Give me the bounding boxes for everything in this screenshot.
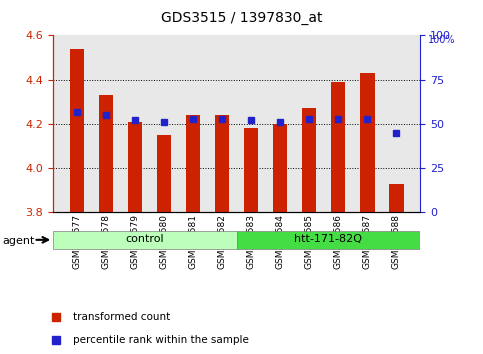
Text: percentile rank within the sample: percentile rank within the sample [73, 335, 249, 346]
Bar [237, 231, 420, 249]
Text: htt-171-82Q: htt-171-82Q [295, 234, 362, 245]
Bar [53, 231, 237, 249]
Bar [331, 82, 345, 212]
Text: 100%: 100% [427, 35, 455, 45]
Text: agent: agent [2, 236, 35, 246]
Bar [360, 73, 374, 212]
Bar [99, 95, 114, 212]
Bar [215, 115, 229, 212]
Text: GDS3515 / 1397830_at: GDS3515 / 1397830_at [161, 11, 322, 25]
Bar [186, 115, 200, 212]
Bar [70, 48, 85, 212]
Text: control: control [126, 234, 164, 245]
Bar [128, 122, 142, 212]
Bar [273, 124, 287, 212]
Bar [244, 128, 258, 212]
Bar [389, 184, 403, 212]
Bar [157, 135, 171, 212]
Bar [302, 108, 316, 212]
Text: transformed count: transformed count [73, 312, 170, 322]
